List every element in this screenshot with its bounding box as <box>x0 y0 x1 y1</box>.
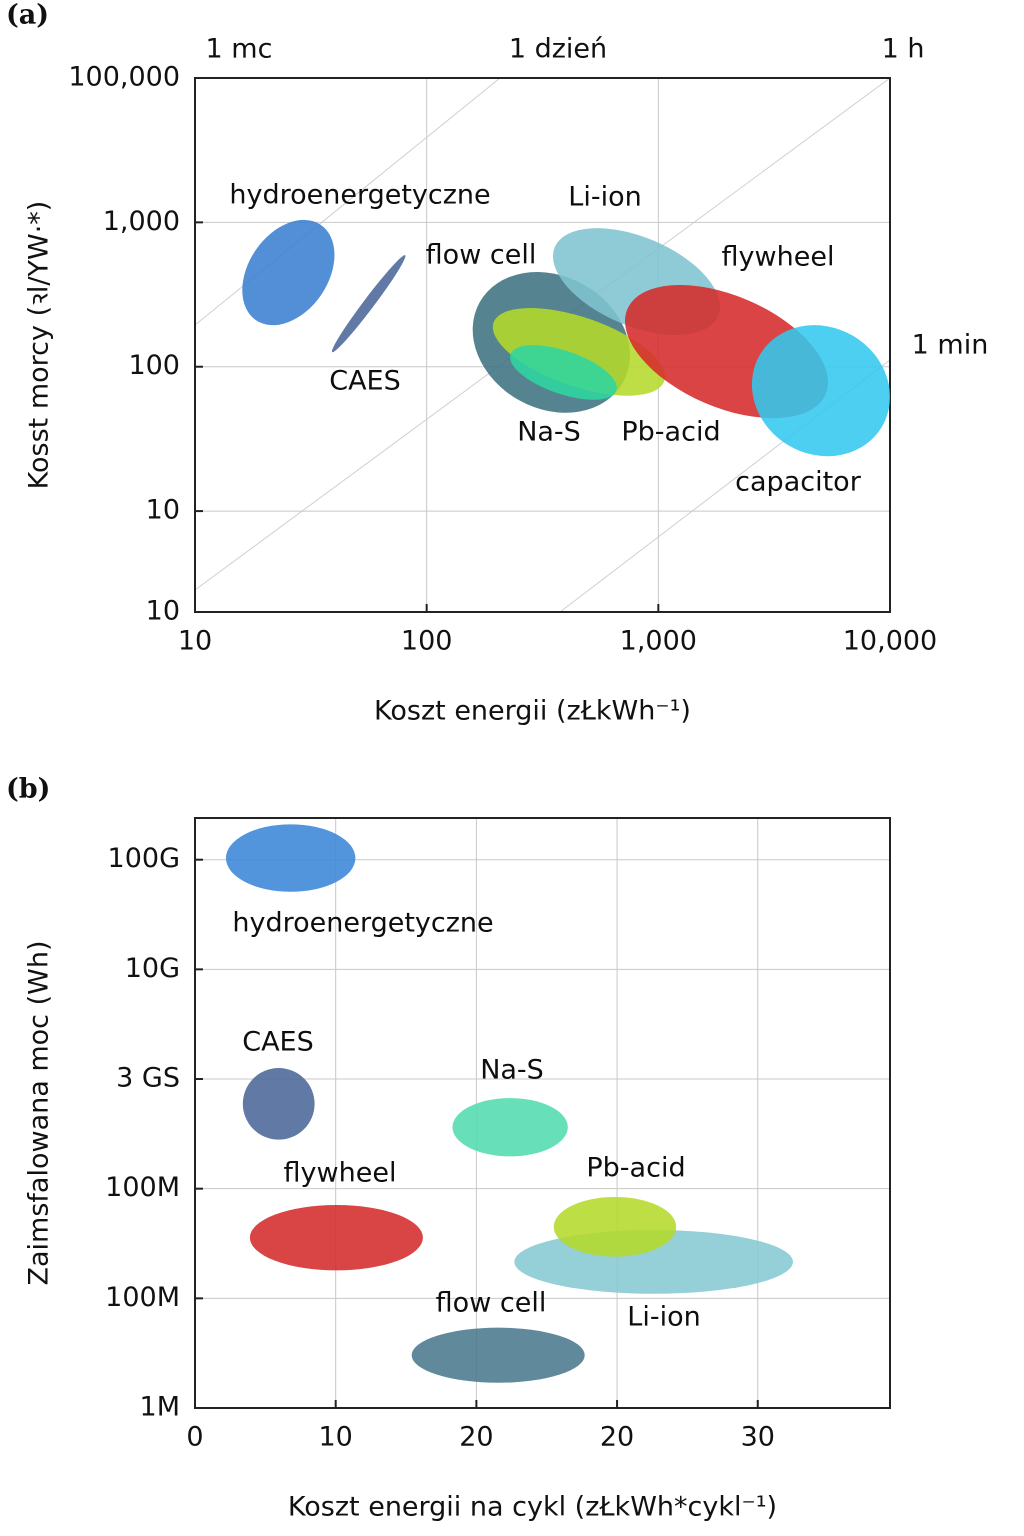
y-tick-label: 10 <box>146 495 180 526</box>
y-tick-label: 10G <box>125 953 180 984</box>
y-tick-label: 100,000 <box>68 62 180 93</box>
y-tick-label: 1M <box>140 1392 180 1423</box>
region <box>242 219 335 326</box>
x-tick-label: 10 <box>319 1422 353 1453</box>
x-tick-label: 10 <box>178 626 212 657</box>
region-label: capacitor <box>735 467 862 498</box>
region-label: Na-S <box>480 1055 544 1086</box>
region-label: flywheel <box>722 242 835 273</box>
region <box>242 1068 315 1140</box>
x-tick-label: 10,000 <box>843 626 937 657</box>
region-label: Na-S <box>517 417 581 448</box>
region-label: Pb-acid <box>621 417 720 448</box>
region-label: flywheel <box>284 1158 397 1189</box>
annotation: 1 h <box>882 34 925 65</box>
x-tick-label: 0 <box>186 1422 203 1453</box>
plot-frame <box>194 817 891 1409</box>
plot-frame <box>194 77 891 613</box>
y-tick-label: 1,000 <box>103 206 180 237</box>
region <box>492 308 665 396</box>
x-tick-label: 30 <box>741 1422 775 1453</box>
x-tick-label: 20 <box>459 1422 493 1453</box>
y-axis-title: Kosst morcy (ꝛl/YW·*) <box>24 201 55 490</box>
panel-label: (a) <box>6 0 49 31</box>
annotation: 1 min <box>912 330 989 361</box>
x-tick-label: 1,000 <box>620 626 697 657</box>
region <box>331 255 406 353</box>
region <box>411 1327 585 1383</box>
y-tick-label: 10 <box>146 596 180 627</box>
y-tick-label: 100M <box>105 1172 180 1203</box>
region <box>249 1204 423 1271</box>
panel: (a)10 100 1,000 10,000100,0001,0001001010hy… <box>6 0 988 727</box>
region <box>452 1098 568 1157</box>
annotation: 1 dzień <box>509 34 607 65</box>
region <box>751 325 890 457</box>
panel-label: (b) <box>6 774 50 805</box>
y-tick-label: 100 <box>128 350 180 381</box>
region-label: hydroenergetyczne <box>232 908 493 939</box>
region-label: CAES <box>329 366 401 397</box>
x-axis-title: Koszt energii na cykl (zŁkWh*cykl⁻¹) <box>288 1492 777 1523</box>
y-tick-label: 100M <box>105 1282 180 1313</box>
region-label: CAES <box>242 1027 314 1058</box>
region <box>225 824 356 892</box>
region-label: flow cell <box>426 240 537 271</box>
x-tick-label: 100 <box>401 626 453 657</box>
region-label: Li-ion <box>568 182 641 213</box>
y-tick-label: 3 GS <box>116 1063 180 1094</box>
region <box>553 1196 677 1257</box>
region-label: hydroenergetyczne <box>229 180 490 211</box>
region-label: flow cell <box>436 1288 547 1319</box>
y-tick-label: 100G <box>108 843 180 874</box>
x-axis-title: Koszt energii (zŁkWh⁻¹) <box>374 696 691 727</box>
y-axis-title: Zaimsfalowana moc (Wh) <box>24 941 55 1286</box>
annotation: 1 mc <box>206 34 273 65</box>
region-label: Li-ion <box>627 1302 700 1333</box>
x-tick-label: 20 <box>600 1422 634 1453</box>
panel: (b) 0 10 20 20 30 100G 10G 3 GS 100M 100M 1M hydroen… <box>6 774 891 1523</box>
region-label: Pb-acid <box>586 1153 685 1184</box>
region <box>510 345 617 400</box>
